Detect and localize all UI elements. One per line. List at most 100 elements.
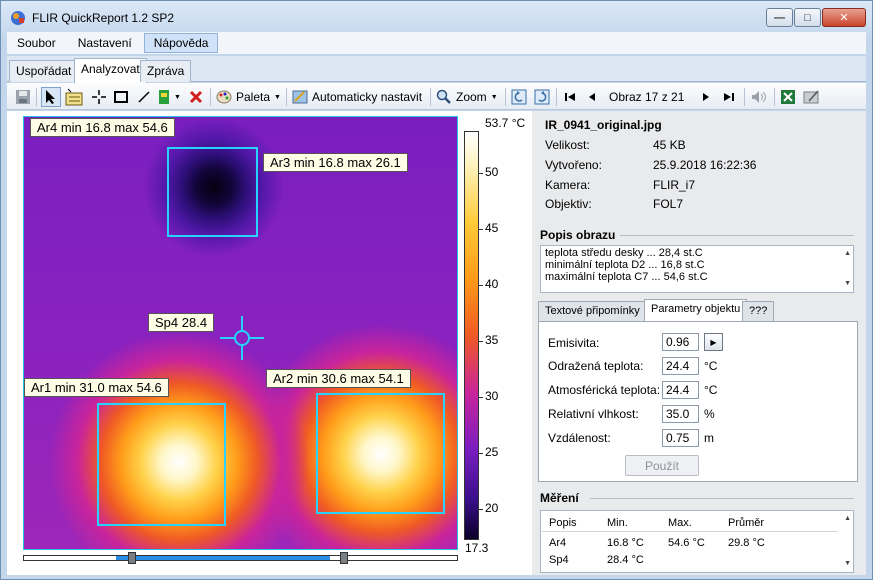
first-image-button[interactable] (564, 87, 576, 107)
table-cell: 54.6 °C (668, 537, 705, 549)
tab-analyzovat[interactable]: Analyzovat (74, 58, 147, 83)
scale-tick-label: 35 (485, 333, 499, 347)
description-line: maximální teplota C7 ... 54,6 st.C (545, 271, 708, 283)
apply-button[interactable]: Použít (625, 455, 699, 476)
toolbar: ▼ Paleta ▼ Automaticky nastavit Zoom ▼ (7, 83, 866, 110)
measurements-title: Měření (540, 491, 579, 505)
label-sp4[interactable]: Sp4 28.4 (148, 313, 215, 332)
menu-soubor[interactable]: Soubor (17, 36, 56, 50)
voice-button[interactable] (750, 87, 768, 107)
table-cell: 28.4 °C (607, 554, 644, 566)
roi-ar3-box[interactable] (167, 147, 258, 237)
box-tool-button[interactable] (113, 87, 129, 107)
tab-usporadat[interactable]: Uspořádat (9, 60, 79, 82)
image-counter: Obraz 17 z 21 (609, 90, 685, 104)
save-button[interactable] (15, 87, 31, 107)
emissivity-table-button[interactable]: ▶ (704, 333, 723, 351)
isotherm-icon (159, 90, 169, 104)
object-parameters-panel: Emisivita: ▶ Odražená teplota: °C Atmosf… (538, 321, 858, 482)
grid-insert-icon (65, 88, 83, 106)
roi-ar2-box[interactable] (316, 393, 445, 514)
line-tool-button[interactable] (136, 87, 152, 107)
humidity-label: Relativní vlhkost: (548, 407, 639, 421)
scale-tick-label: 20 (485, 501, 499, 515)
zoom-dropdown[interactable]: Zoom ▼ (436, 87, 498, 107)
rotate-left-icon (511, 89, 527, 105)
app-icon (11, 11, 25, 25)
temperature-scale-bar (464, 131, 479, 540)
label-ar4[interactable]: Ar4 min 16.8 max 54.6 (30, 118, 175, 137)
info-label-created: Vytvořeno: (545, 158, 602, 172)
speaker-icon (752, 91, 766, 103)
rotate-right-button[interactable] (534, 87, 550, 107)
crosshair-icon (92, 90, 106, 104)
window-controls: — □ ✕ (766, 8, 866, 27)
scale-tick-label: 40 (485, 277, 499, 291)
next-image-button[interactable] (701, 87, 711, 107)
measurements-table: Popis Min. Max. Průměr Ar4 16.8 °C 54.6 … (540, 510, 854, 573)
auto-adjust-button[interactable]: Automaticky nastavit (292, 87, 422, 107)
scale-tick-label: 50 (485, 165, 499, 179)
maximize-button[interactable]: □ (794, 8, 821, 27)
atmospheric-temp-input[interactable] (662, 381, 699, 399)
export-excel-button[interactable] (780, 87, 796, 107)
table-cell[interactable]: Sp4 (549, 554, 569, 566)
info-value-size: 45 KB (653, 138, 686, 152)
table-cell: 16.8 °C (607, 537, 644, 549)
table-cell[interactable]: Ar4 (549, 537, 567, 549)
isotherm-button[interactable]: ▼ (158, 87, 181, 107)
emissivity-input[interactable] (662, 333, 699, 351)
delete-button[interactable] (189, 87, 203, 107)
palette-dropdown[interactable]: Paleta ▼ (216, 87, 281, 107)
thermal-image[interactable]: Ar4 min 16.8 max 54.6 Ar3 min 16.8 max 2… (23, 116, 458, 550)
info-label-camera: Kamera: (545, 178, 591, 192)
spot-sp4-marker[interactable] (220, 316, 264, 360)
menu-napoveda[interactable]: Nápověda (143, 33, 219, 53)
auto-adjust-label: Automaticky nastavit (312, 90, 423, 104)
rotate-left-button[interactable] (511, 87, 527, 107)
roi-ar1-box[interactable] (97, 403, 226, 526)
tab-text-notes[interactable]: Textové připomínky (538, 301, 647, 322)
previous-image-button[interactable] (587, 87, 597, 107)
scale-tick-label: 30 (485, 389, 499, 403)
auto-adjust-icon (292, 90, 308, 104)
content-area: Ar4 min 16.8 max 54.6 Ar3 min 16.8 max 2… (7, 111, 866, 575)
info-label-size: Velikost: (545, 138, 590, 152)
window-title: FLIR QuickReport 1.2 SP2 (32, 11, 175, 25)
measurements-scrollbar[interactable]: ▲ ▼ (844, 515, 851, 567)
level-slider-thumb-left[interactable] (128, 552, 136, 564)
measurements-header-max: Max. (668, 517, 692, 529)
main-tabs: Uspořádat Analyzovat Zpráva (7, 56, 866, 83)
info-value-camera: FLIR_i7 (653, 178, 696, 192)
humidity-input[interactable] (662, 405, 699, 423)
emissivity-label: Emisivita: (548, 336, 600, 350)
tab-unknown[interactable]: ??? (742, 301, 775, 322)
label-ar2[interactable]: Ar2 min 30.6 max 54.1 (266, 369, 411, 388)
edit-image-button[interactable] (803, 87, 821, 107)
last-image-button[interactable] (723, 87, 735, 107)
rectangle-icon (114, 91, 128, 103)
info-label-lens: Objektiv: (545, 197, 592, 211)
insert-tool-button[interactable] (65, 87, 83, 107)
label-ar3[interactable]: Ar3 min 16.8 max 26.1 (263, 153, 408, 172)
label-ar1[interactable]: Ar1 min 31.0 max 54.6 (24, 378, 169, 397)
measurements-header-min: Min. (607, 517, 628, 529)
description-scrollbar[interactable]: ▲ ▼ (844, 250, 851, 287)
distance-input[interactable] (662, 429, 699, 447)
excel-icon (781, 90, 795, 104)
scale-min-label: 17.3 (465, 541, 489, 555)
distance-label: Vzdálenost: (548, 431, 611, 445)
scale-tick-label: 25 (485, 445, 499, 459)
tab-zprava[interactable]: Zpráva (140, 60, 192, 82)
tab-object-parameters[interactable]: Parametry objektu (644, 299, 748, 322)
menu-nastaveni[interactable]: Nastavení (77, 36, 132, 50)
level-slider-thumb-right[interactable] (340, 552, 348, 564)
delete-icon (189, 90, 203, 104)
right-panel: IR_0941_original.jpg Velikost: 45 KB Vyt… (532, 111, 866, 575)
spot-tool-button[interactable] (91, 87, 107, 107)
minimize-button[interactable]: — (766, 8, 793, 27)
reflected-temp-input[interactable] (662, 357, 699, 375)
description-textbox[interactable]: teplota středu desky ... 28,4 st.C minim… (540, 245, 854, 293)
close-button[interactable]: ✕ (822, 8, 866, 27)
select-tool-button[interactable] (41, 87, 61, 107)
